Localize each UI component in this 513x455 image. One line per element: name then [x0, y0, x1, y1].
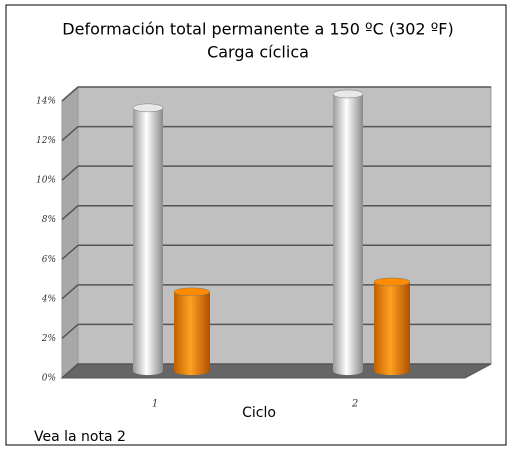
grid-line [61, 205, 79, 221]
y-tick-label: 12% [36, 136, 56, 146]
y-tick-label: 0% [42, 374, 56, 384]
x-tick-label: 1 [152, 399, 158, 410]
grid-line [61, 86, 79, 102]
y-tick-label: 10% [36, 176, 56, 186]
x-tick-label: 2 [351, 399, 358, 410]
y-tick-label: 2% [41, 334, 56, 344]
grid-line [61, 284, 79, 300]
bar [174, 291, 210, 371]
bar-top [332, 89, 364, 99]
y-tick-label: 6% [42, 255, 56, 265]
grid-line [61, 363, 79, 379]
bar-top [373, 277, 411, 287]
y-tick-label: 4% [41, 294, 56, 304]
chart-subtitle: Carga cíclica [207, 43, 309, 62]
note: Vea la nota 2 [34, 429, 126, 445]
bar [374, 281, 410, 371]
y-tick-label: 14% [36, 97, 56, 107]
chart-title: Deformación total permanente a 150 ºC (3… [62, 20, 453, 39]
bar-top [132, 103, 164, 113]
x-axis-label: Ciclo [242, 405, 276, 421]
floor [60, 363, 492, 379]
side-wall [61, 85, 79, 380]
bar [133, 107, 163, 371]
grid-line [61, 244, 79, 260]
grid-line [61, 126, 79, 142]
bar [333, 94, 363, 371]
y-tick-label: 8% [42, 215, 56, 225]
grid-line [61, 323, 79, 339]
grid-line [61, 165, 79, 181]
bar-top [173, 287, 211, 297]
